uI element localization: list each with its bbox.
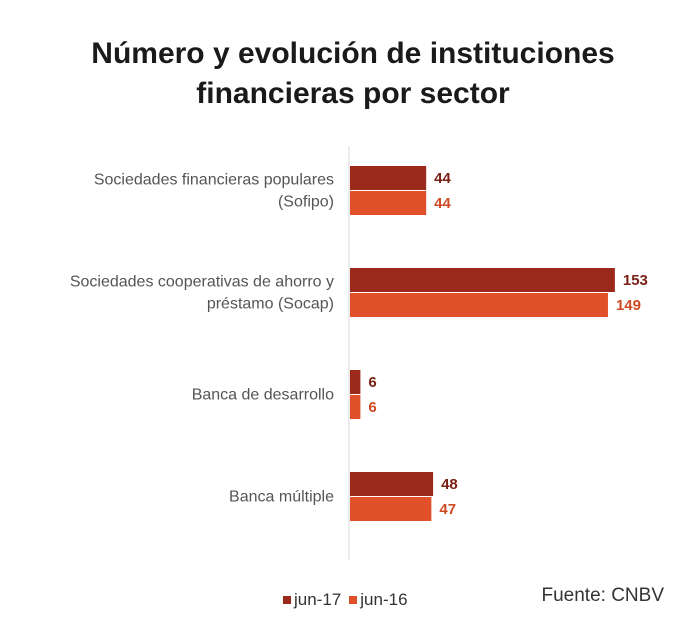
category-label-0-line-0: Sociedades financieras populares bbox=[94, 172, 334, 189]
bar-jun-16-0 bbox=[350, 191, 427, 215]
category-label-3-line-0: Banca múltiple bbox=[229, 489, 334, 506]
legend-swatch-jun-16 bbox=[349, 596, 358, 604]
category-label-1-line-1: préstamo (Socap) bbox=[207, 296, 334, 313]
legend-label-jun-17: jun-17 bbox=[294, 590, 342, 609]
bar-jun-17-2 bbox=[350, 370, 361, 394]
value-label-jun-17-3: 48 bbox=[441, 476, 458, 493]
category-label-1-line-0: Sociedades cooperativas de ahorro y bbox=[70, 274, 334, 291]
value-label-jun-16-0: 44 bbox=[434, 195, 451, 212]
legend-item-jun-16: jun-16 bbox=[349, 590, 408, 610]
value-label-jun-17-0: 44 bbox=[434, 170, 451, 187]
bar-jun-16-2 bbox=[350, 395, 361, 419]
value-label-jun-17-2: 6 bbox=[368, 374, 376, 391]
chart-title-line-1: Número y evolución de instituciones bbox=[91, 37, 615, 70]
bar-jun-17-3 bbox=[350, 472, 434, 496]
legend-label-jun-16: jun-16 bbox=[360, 590, 408, 609]
legend-item-jun-17: jun-17 bbox=[283, 590, 341, 610]
bar-jun-16-1 bbox=[350, 293, 608, 317]
source-note: Fuente: CNBV bbox=[541, 585, 665, 606]
bar-jun-17-1 bbox=[350, 268, 615, 292]
category-label-0-line-1: (Sofipo) bbox=[278, 194, 334, 211]
category-label-2-line-0: Banca de desarrollo bbox=[192, 387, 334, 404]
value-label-jun-16-3: 47 bbox=[439, 501, 456, 518]
value-label-jun-16-2: 6 bbox=[368, 399, 376, 416]
value-label-jun-17-1: 153 bbox=[623, 272, 648, 289]
bar-jun-17-0 bbox=[350, 166, 427, 190]
value-label-jun-16-1: 149 bbox=[616, 297, 641, 314]
legend-swatch-jun-17 bbox=[283, 596, 291, 604]
chart-title-line-2: financieras por sector bbox=[196, 77, 510, 110]
legend: jun-17 jun-16 bbox=[283, 588, 416, 612]
bar-jun-16-3 bbox=[350, 497, 432, 521]
chart-title: Número y evolución de instituciones fina… bbox=[60, 34, 646, 114]
